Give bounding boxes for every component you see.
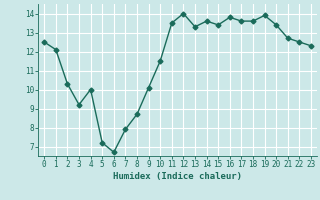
X-axis label: Humidex (Indice chaleur): Humidex (Indice chaleur) bbox=[113, 172, 242, 181]
